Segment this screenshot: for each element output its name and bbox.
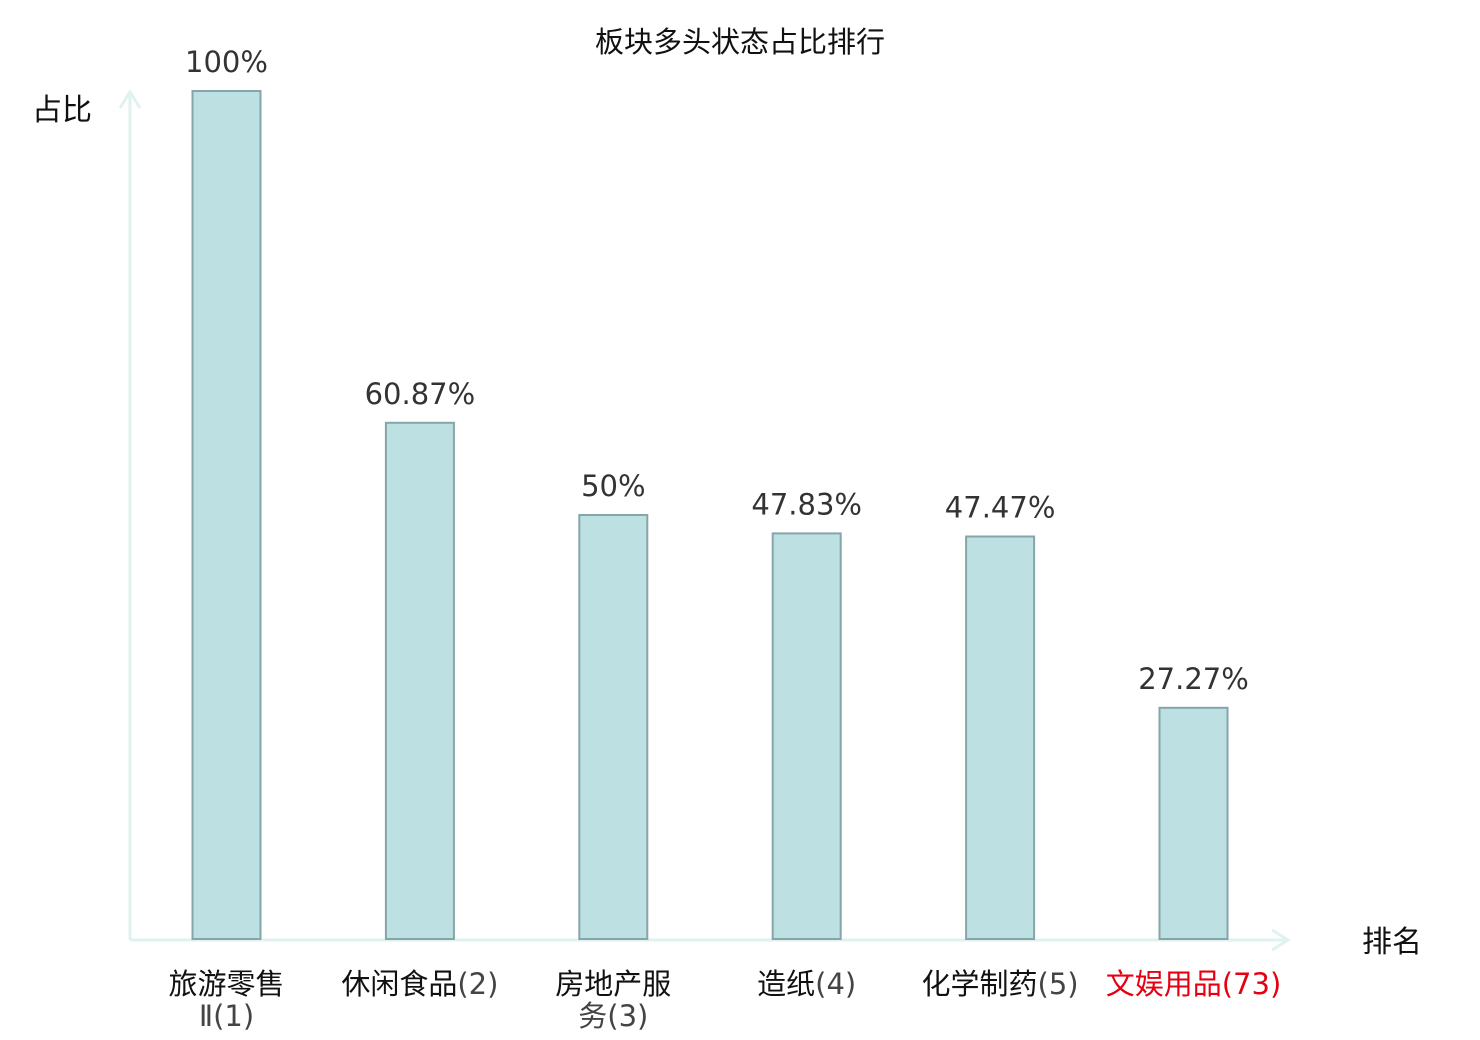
axes: [118, 89, 1291, 952]
category-label: 旅游零售 Ⅱ(1): [168, 967, 284, 1033]
category-rank: 务(3): [578, 999, 648, 1033]
data-label: 47.83%: [751, 487, 862, 521]
x-axis-label: 排名: [1362, 925, 1422, 960]
category-labels: 旅游零售 Ⅱ(1)休闲食品(2) 房地产服务(3)造纸(4) 化学制药(5) 文娱用品(…: [168, 967, 1281, 1033]
value-labels: 100% 60.87% 50% 47.83% 47.47% 27.27%: [185, 45, 1249, 696]
data-label: 27.27%: [1138, 662, 1249, 696]
bar: [771, 532, 842, 941]
bars: [191, 90, 1229, 941]
category-label: 休闲食品(2): [341, 967, 498, 1001]
category-rank: (4): [815, 967, 856, 1001]
category-label: 文娱用品(73): [1106, 967, 1282, 1001]
category-name: 文娱用品: [1106, 967, 1222, 1001]
bar: [1158, 706, 1229, 940]
category-rank: (73): [1222, 967, 1282, 1001]
category-label: 房地产服务(3): [555, 967, 671, 1033]
category-name: 旅游零售: [168, 967, 284, 1001]
category-name: 休闲食品: [341, 967, 457, 1001]
category-label: 造纸(4): [757, 967, 856, 1001]
y-axis-label: 占比: [32, 93, 92, 128]
category-name: 化学制药: [922, 967, 1038, 1001]
bar: [965, 535, 1036, 940]
category-rank: Ⅱ(1): [199, 999, 254, 1033]
data-label: 50%: [581, 469, 645, 503]
data-label: 100%: [185, 45, 268, 79]
chart-title: 板块多头状态占比排行: [595, 25, 885, 59]
bar: [384, 421, 455, 940]
category-rank: (2): [457, 967, 498, 1001]
data-label: 47.47%: [945, 491, 1056, 525]
category-name: 造纸: [757, 967, 815, 1001]
data-label: 60.87%: [365, 377, 476, 411]
y-axis-arrow: [118, 89, 142, 109]
bar: [578, 514, 649, 940]
category-rank: (5): [1038, 967, 1079, 1001]
category-name: 房地产服: [555, 967, 671, 1001]
x-axis-arrow: [1271, 928, 1291, 952]
bar: [191, 90, 262, 940]
category-label: 化学制药(5): [922, 967, 1079, 1001]
